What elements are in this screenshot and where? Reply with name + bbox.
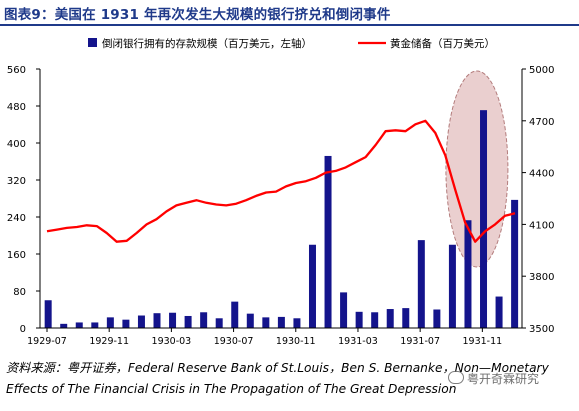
bar	[75, 322, 83, 328]
y-left-tick-label: 240	[7, 213, 26, 224]
y-left-tick-label: 160	[7, 250, 26, 261]
source-line-1: 资料来源：粤开证券，Federal Reserve Bank of St.Lou…	[6, 361, 549, 375]
y-right-tick-label: 4100	[529, 220, 554, 231]
wechat-icon	[448, 371, 464, 384]
bar	[91, 322, 99, 328]
y-right-tick-label: 4400	[529, 169, 554, 180]
bar	[324, 155, 332, 328]
x-tick-label: 1930-03	[152, 336, 192, 347]
bar	[153, 313, 161, 328]
x-tick-label: 1929-07	[27, 336, 67, 347]
y-right-tick-label: 5000	[529, 65, 554, 76]
y-right-tick-label: 3800	[529, 272, 554, 283]
bar	[340, 292, 348, 328]
watermark: 粤开奇霖研究	[448, 370, 539, 387]
bar	[215, 318, 223, 328]
y-left-tick-label: 80	[13, 287, 26, 298]
bar	[371, 312, 379, 328]
bar	[60, 323, 68, 328]
y-left-tick-label: 400	[7, 139, 26, 150]
y-right-tick-label: 4700	[529, 117, 554, 128]
bar	[262, 317, 270, 328]
y-left-tick-label: 560	[7, 65, 26, 76]
highlight-ellipse	[445, 70, 509, 268]
legend-bar-label: 倒闭银行拥有的存款规模（百万美元，左轴）	[102, 37, 312, 50]
chart-area: 0 80 160 240 320 400 480 560 3500 3800 4100 4400 470…	[7, 37, 555, 347]
legend-line-label: 黄金储备（百万美元）	[390, 37, 495, 50]
bar	[417, 240, 425, 328]
bar	[480, 110, 488, 328]
y-left-tick-label: 480	[7, 102, 26, 113]
bar	[106, 317, 114, 328]
legend-bar-swatch	[88, 38, 97, 47]
bar	[231, 301, 239, 328]
x-tick-label: 1931-03	[338, 336, 378, 347]
source-note: 资料来源：粤开证券，Federal Reserve Bank of St.Lou…	[6, 358, 576, 400]
y-right-tick-label: 3500	[529, 324, 554, 335]
title-divider	[0, 24, 579, 26]
y-left-tick-label: 320	[7, 176, 26, 187]
source-line-2: Effects of The Financial Crisis in The P…	[6, 382, 457, 396]
bar	[433, 309, 441, 328]
y-left-tick-label: 0	[20, 324, 26, 335]
bar	[402, 308, 410, 328]
bar	[464, 220, 472, 328]
bar	[137, 315, 145, 328]
bar	[184, 315, 192, 328]
x-tick-label: 1930-07	[214, 336, 254, 347]
bar	[448, 244, 456, 328]
gold-reserve-line	[46, 119, 516, 243]
bar	[511, 199, 519, 328]
bar	[277, 316, 285, 328]
bar	[308, 244, 316, 328]
x-tick-label: 1929-11	[89, 336, 129, 347]
watermark-text: 粤开奇霖研究	[467, 372, 540, 386]
x-tick-label: 1930-11	[276, 336, 316, 347]
x-tick-label: 1931-11	[463, 336, 503, 347]
bar	[200, 312, 208, 328]
bar	[169, 312, 177, 328]
bar	[246, 313, 254, 328]
x-tick-label: 1931-07	[400, 336, 440, 347]
bar	[495, 296, 503, 328]
bar	[122, 319, 130, 328]
bar	[44, 300, 52, 328]
bar	[355, 311, 363, 328]
bar	[293, 318, 301, 328]
bar	[386, 309, 394, 328]
chart-title: 图表9：美国在 1931 年再次发生大规模的银行挤兑和倒闭事件	[4, 7, 391, 23]
